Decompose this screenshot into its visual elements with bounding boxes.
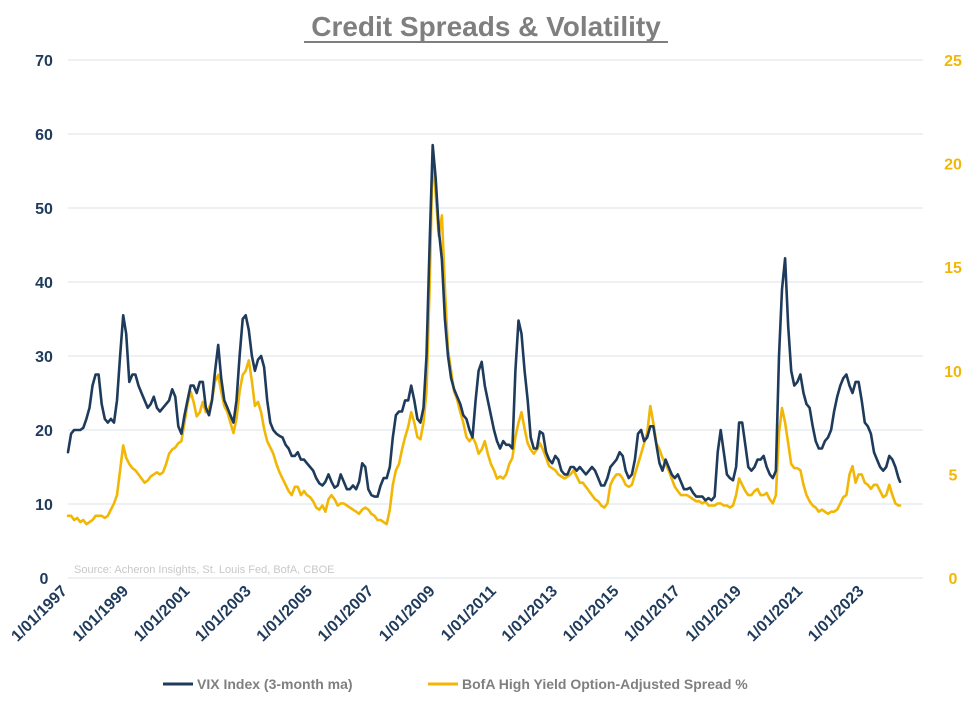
x-axis-ticks: 1/01/19971/01/19991/01/20011/01/20031/01… [8,583,867,645]
x-tick-label: 1/01/2001 [131,583,193,645]
left-tick-label: 50 [35,201,53,218]
right-tick-label: 20 [944,157,962,174]
x-tick-label: 1/01/2021 [744,583,806,645]
x-tick-label: 1/01/2017 [621,583,683,645]
legend-label-hy-spread: BofA High Yield Option-Adjusted Spread % [462,676,748,692]
x-tick-label: 1/01/1997 [8,583,70,645]
x-tick-label: 1/01/2011 [438,583,500,645]
left-tick-label: 60 [35,127,53,144]
x-tick-label: 1/01/2005 [254,583,316,645]
left-axis-ticks: 0 10 20 30 40 50 60 70 [35,53,53,588]
series-layer [66,143,902,526]
series-line-vix [66,143,902,502]
right-tick-label: 10 [944,364,962,381]
x-tick-label: 1/01/1999 [70,583,132,645]
x-tick-label: 1/01/2007 [315,583,377,645]
right-tick-label: 25 [944,53,962,70]
x-tick-label: 1/01/2023 [805,583,867,645]
left-tick-label: 30 [35,349,53,366]
x-tick-label: 1/01/2015 [560,583,622,645]
right-axis-ticks: 0 5 10 15 20 25 [944,53,962,588]
source-note: Source: Acheron Insights, St. Louis Fed,… [74,564,334,576]
left-tick-label: 0 [40,571,49,588]
gridlines [68,59,923,579]
legend-label-vix: VIX Index (3-month ma) [197,676,353,692]
right-tick-label: 5 [949,467,958,484]
left-tick-label: 70 [35,53,53,70]
left-tick-label: 40 [35,275,53,292]
x-tick-label: 1/01/2009 [376,583,438,645]
x-tick-label: 1/01/2013 [499,583,561,645]
legend: VIX Index (3-month ma) BofA High Yield O… [163,676,748,692]
right-tick-label: 15 [944,260,962,277]
x-tick-label: 1/01/2019 [683,583,745,645]
right-tick-label: 0 [949,571,958,588]
left-tick-label: 20 [35,423,53,440]
chart-title: Credit Spreads & Volatility [311,11,661,42]
x-tick-label: 1/01/2003 [192,583,254,645]
left-tick-label: 10 [35,497,53,514]
